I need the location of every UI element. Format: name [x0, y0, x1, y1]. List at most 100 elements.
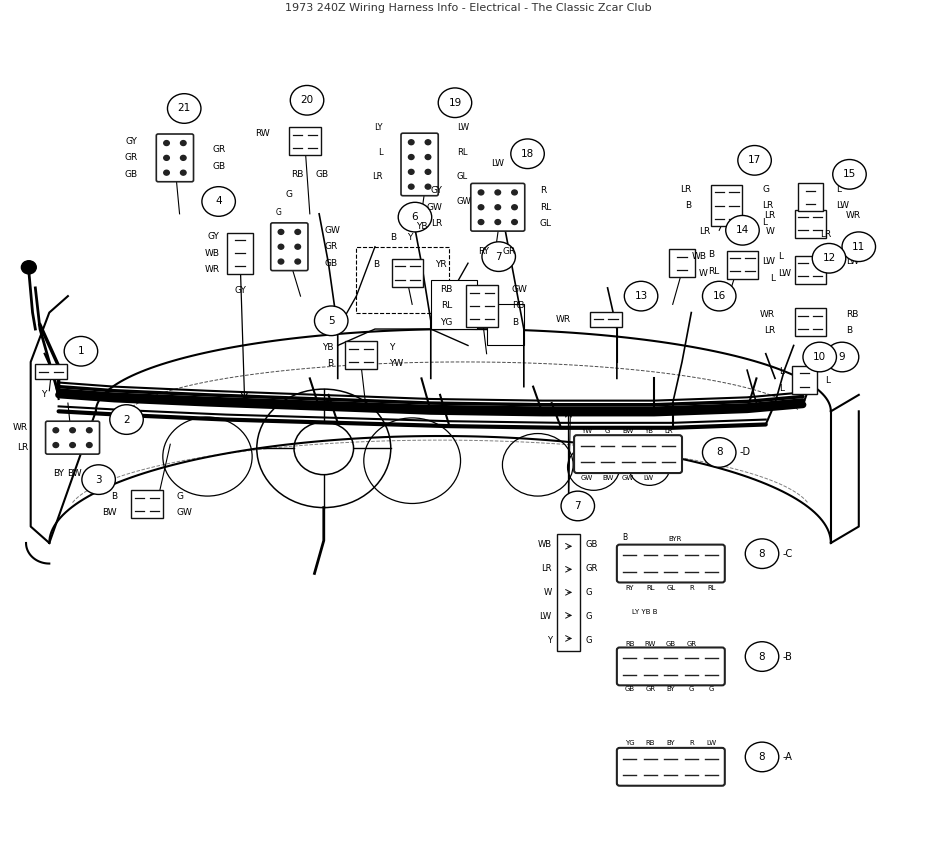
Circle shape — [512, 190, 518, 195]
Text: 2: 2 — [124, 414, 130, 424]
Text: YR: YR — [54, 390, 66, 399]
Text: LR: LR — [764, 211, 775, 220]
Text: RL: RL — [441, 301, 452, 311]
Text: GY: GY — [430, 186, 442, 195]
Text: L: L — [762, 217, 767, 226]
Text: R: R — [689, 585, 694, 591]
Text: Y: Y — [41, 390, 47, 399]
Circle shape — [168, 93, 201, 123]
Text: YG: YG — [625, 740, 635, 746]
Circle shape — [398, 202, 431, 232]
Text: LR: LR — [431, 219, 442, 228]
Circle shape — [164, 141, 169, 146]
Circle shape — [438, 88, 472, 118]
Text: GW: GW — [622, 475, 635, 481]
Text: YW: YW — [581, 428, 592, 434]
Text: GR: GR — [645, 686, 655, 692]
Text: LR: LR — [541, 564, 551, 573]
Circle shape — [495, 205, 501, 210]
Text: L: L — [378, 147, 383, 157]
Circle shape — [278, 259, 284, 264]
Text: 13: 13 — [635, 291, 648, 301]
Text: G: G — [177, 492, 183, 501]
Circle shape — [425, 184, 431, 189]
Text: BW: BW — [67, 469, 81, 478]
Text: GW: GW — [85, 469, 101, 478]
FancyBboxPatch shape — [795, 308, 826, 337]
Circle shape — [408, 140, 414, 145]
Text: WB: WB — [692, 252, 707, 261]
Circle shape — [65, 337, 97, 366]
Text: RB: RB — [291, 170, 304, 179]
Text: LY YB B: LY YB B — [632, 609, 657, 615]
Circle shape — [842, 232, 875, 262]
FancyBboxPatch shape — [466, 285, 498, 327]
Text: 6: 6 — [412, 212, 418, 222]
Circle shape — [478, 205, 484, 210]
Text: GR: GR — [325, 242, 338, 251]
Circle shape — [425, 169, 431, 174]
Text: RL: RL — [646, 585, 654, 591]
Text: G: G — [709, 686, 714, 692]
Text: GW: GW — [426, 203, 442, 211]
Circle shape — [295, 244, 300, 249]
FancyBboxPatch shape — [557, 534, 579, 651]
Text: WR: WR — [760, 310, 775, 319]
Text: Y: Y — [389, 343, 394, 352]
Circle shape — [512, 220, 518, 225]
Text: BW: BW — [103, 508, 117, 517]
Text: BY: BY — [666, 740, 675, 746]
FancyBboxPatch shape — [792, 366, 817, 394]
FancyBboxPatch shape — [710, 185, 742, 226]
Circle shape — [738, 146, 771, 175]
Text: BY: BY — [666, 686, 675, 692]
Circle shape — [70, 428, 76, 433]
FancyBboxPatch shape — [227, 232, 253, 274]
Circle shape — [408, 169, 414, 174]
Bar — [431, 280, 477, 329]
Text: LR: LR — [680, 184, 692, 194]
Text: GB: GB — [665, 641, 676, 647]
Text: LR: LR — [699, 227, 710, 237]
Text: GB: GB — [212, 162, 226, 171]
Bar — [487, 304, 524, 345]
FancyBboxPatch shape — [271, 223, 308, 270]
Text: GW: GW — [581, 475, 593, 481]
Text: RW: RW — [645, 641, 656, 647]
FancyBboxPatch shape — [795, 256, 826, 284]
Text: B: B — [327, 359, 333, 368]
Text: Y: Y — [407, 232, 413, 242]
Text: B: B — [685, 201, 692, 210]
Circle shape — [181, 170, 186, 175]
Circle shape — [110, 405, 143, 434]
Text: YW: YW — [389, 359, 403, 368]
Text: RB: RB — [625, 641, 635, 647]
Text: WR: WR — [13, 424, 28, 432]
Text: L: L — [770, 274, 775, 283]
Text: G: G — [605, 428, 610, 434]
Text: W: W — [767, 227, 775, 237]
Text: RB: RB — [512, 301, 524, 311]
Text: -C: -C — [782, 549, 793, 559]
FancyBboxPatch shape — [471, 184, 525, 231]
Text: 21: 21 — [178, 104, 191, 114]
Text: L: L — [780, 384, 784, 392]
Text: L: L — [780, 367, 784, 376]
Text: 4: 4 — [215, 196, 222, 206]
Circle shape — [482, 242, 516, 271]
Text: LR: LR — [820, 230, 831, 238]
Text: G: G — [585, 612, 592, 621]
FancyBboxPatch shape — [590, 312, 622, 327]
Circle shape — [495, 190, 501, 195]
Circle shape — [53, 443, 59, 448]
Text: LW: LW — [778, 269, 791, 278]
Text: B: B — [622, 533, 627, 542]
Text: B: B — [846, 326, 852, 335]
FancyBboxPatch shape — [617, 748, 724, 786]
Text: RB: RB — [846, 310, 858, 319]
Text: 14: 14 — [736, 226, 749, 235]
Text: RB: RB — [646, 740, 655, 746]
Text: L: L — [826, 376, 830, 385]
Circle shape — [164, 170, 169, 175]
Text: GW: GW — [177, 508, 193, 517]
